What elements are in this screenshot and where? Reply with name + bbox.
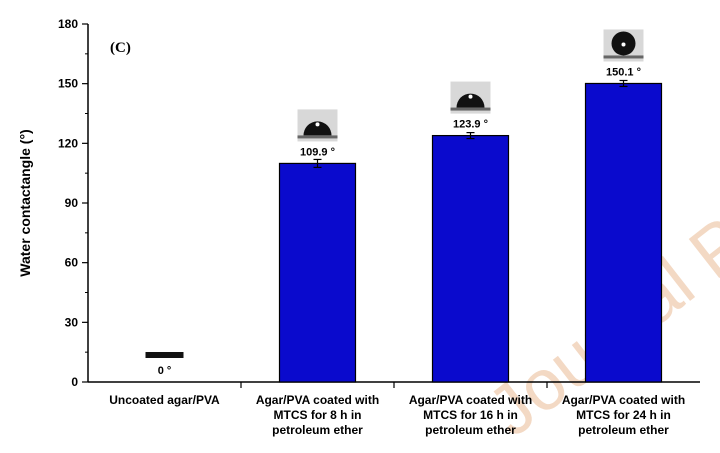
droplet-surface — [603, 55, 644, 59]
bars — [278, 79, 663, 383]
y-tick-label: 30 — [65, 315, 79, 329]
droplet-highlight — [621, 42, 626, 47]
category-label: petroleum ether — [578, 423, 669, 437]
value-label: 123.9 ° — [453, 119, 488, 131]
y-tick-label: 0 — [71, 375, 78, 389]
category-label: Agar/PVA coated with — [562, 393, 685, 407]
category-label: Agar/PVA coated with — [256, 393, 379, 407]
value-label: 150.1 ° — [606, 66, 641, 78]
category-label: MTCS for 24 h in — [576, 408, 671, 422]
droplet-image — [145, 352, 184, 358]
droplet-surface — [450, 107, 491, 111]
droplet-image — [450, 81, 491, 114]
bar — [278, 162, 357, 383]
axes: 0 30 60 90 120 150 180 — [58, 17, 700, 389]
category-label: petroleum ether — [425, 423, 516, 437]
category-label: MTCS for 16 h in — [423, 408, 518, 422]
droplet-highlight — [468, 94, 473, 99]
droplet-highlight — [315, 122, 320, 127]
value-label: 0 ° — [158, 365, 172, 377]
labels: Water contactangle (°) (C) 0 ° Uncoated aga… — [17, 29, 685, 437]
y-tick-label: 120 — [58, 136, 78, 150]
bar — [431, 134, 510, 383]
droplet — [303, 121, 332, 136]
droplet-image — [603, 29, 644, 62]
value-label: 109.9 ° — [300, 146, 335, 158]
droplet-flat — [145, 352, 184, 358]
droplet-image — [297, 109, 338, 142]
category-label: MTCS for 8 h in — [274, 408, 362, 422]
panel-label: (C) — [110, 40, 131, 56]
y-tick-label: 180 — [58, 17, 78, 31]
droplet-surface — [297, 135, 338, 139]
category-label: Agar/PVA coated with — [409, 393, 532, 407]
y-tick-label: 150 — [58, 77, 78, 91]
y-tick-label: 60 — [65, 256, 79, 270]
droplet — [456, 93, 485, 108]
category-label: Uncoated agar/PVA — [109, 393, 220, 407]
bar — [584, 82, 663, 383]
y-axis-title: Water contactangle (°) — [17, 129, 33, 276]
category-label: petroleum ether — [272, 423, 363, 437]
y-tick-label: 90 — [65, 196, 79, 210]
